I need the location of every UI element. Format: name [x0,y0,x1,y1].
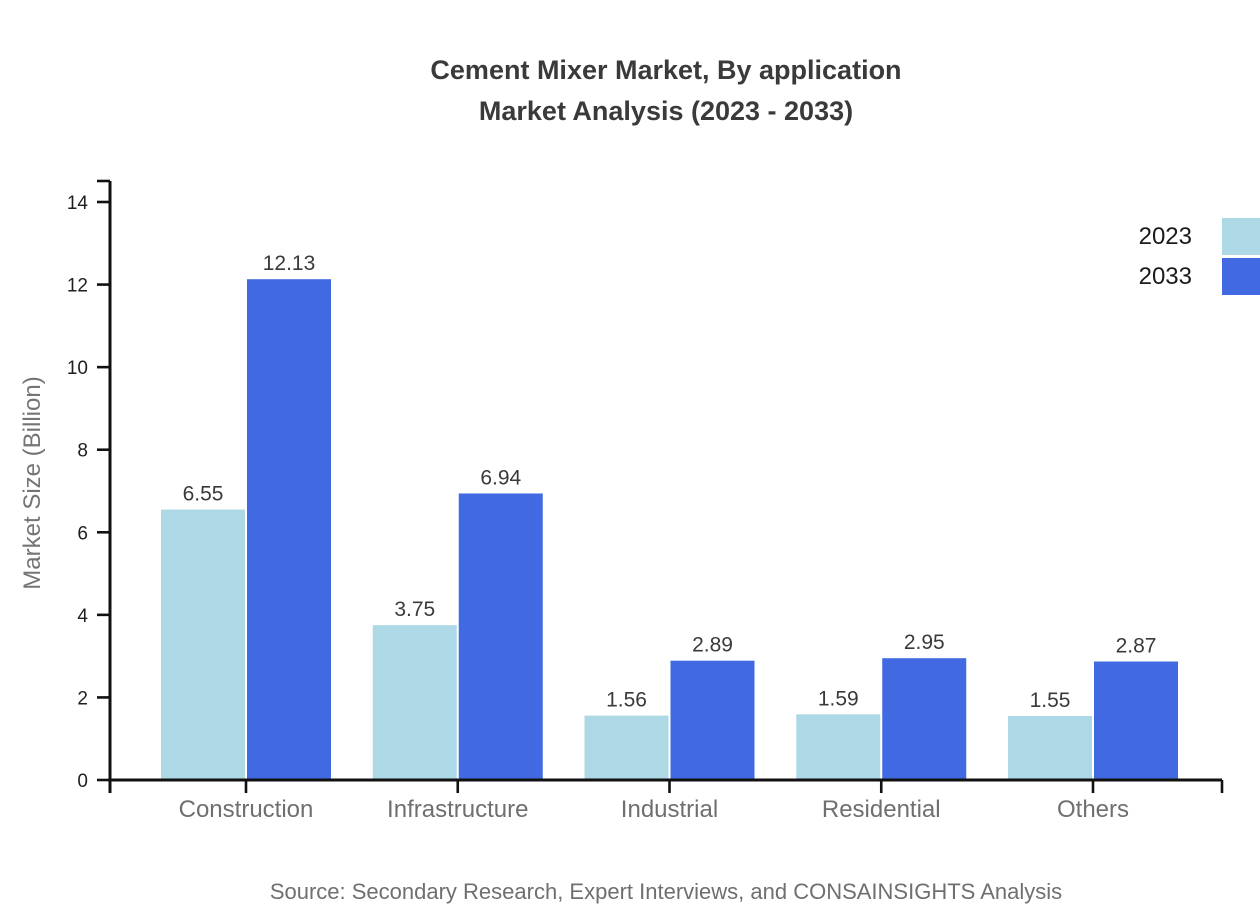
bar-2033-infrastructure [458,493,543,780]
y-tick-label: 14 [67,193,89,214]
y-tick-label: 6 [77,523,88,544]
bar-value-label: 12.13 [263,252,316,275]
y-tick-label: 0 [77,771,88,792]
legend-item-2023: 2023 [1139,218,1260,255]
bar-2033-residential [882,658,967,780]
bar-2023-residential [796,714,881,780]
legend-label-2033: 2033 [1138,262,1192,290]
bar-value-label: 6.55 [183,483,224,506]
bar-2023-others [1008,716,1092,780]
legend-swatch-2033 [1222,258,1260,295]
y-tick-label: 2 [77,688,88,709]
legend-swatch-2023 [1222,218,1260,255]
category-label: Others [1057,796,1129,823]
bar-value-label: 2.87 [1116,635,1157,658]
bar-2023-infrastructure [372,625,457,780]
y-tick-label: 12 [67,276,88,297]
bar-2023-industrial [584,715,669,780]
bar-value-label: 2.89 [692,634,733,657]
bar-2033-others [1094,661,1178,780]
y-tick-label: 10 [67,358,88,379]
chart-title-line2: Market Analysis (2023 - 2033) [478,96,854,126]
category-label: Residential [822,796,941,823]
source-note: Source: Secondary Research, Expert Inter… [269,879,1063,904]
bar-value-label: 3.75 [394,598,435,621]
bar-value-label: 1.55 [1030,689,1071,712]
legend: 2023 2033 [1139,218,1260,298]
legend-label-2023: 2023 [1138,222,1192,250]
bar-2033-industrial [670,660,755,780]
bar-value-label: 6.94 [480,466,521,489]
category-label: Industrial [621,796,718,823]
category-label: Infrastructure [387,796,528,823]
chart-title: Cement Mixer Market, By application Mark… [110,50,1222,132]
bar-2033-construction [247,279,331,780]
chart-title-line1: Cement Mixer Market, By application [430,55,902,85]
category-label: Construction [179,796,314,823]
bar-value-label: 1.59 [818,687,859,710]
bar-value-label: 1.56 [606,689,647,712]
y-tick-label: 8 [77,441,88,462]
bar-value-label: 2.95 [904,631,945,654]
bar-2023-construction [161,509,245,780]
legend-item-2033: 2033 [1139,258,1260,295]
y-tick-label: 4 [77,606,88,627]
